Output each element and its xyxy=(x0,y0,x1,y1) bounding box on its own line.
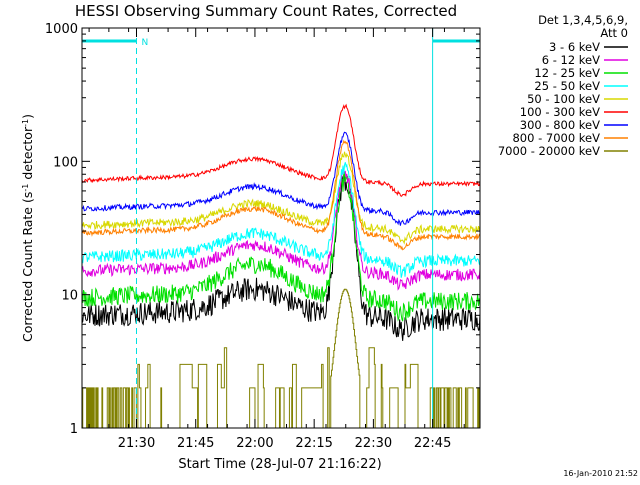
x-tick-label: 22:00 xyxy=(236,436,273,451)
series-line xyxy=(82,131,480,226)
x-tick-label: 21:45 xyxy=(177,436,214,451)
legend-label: 7000 - 20000 keV xyxy=(498,144,600,158)
series-line xyxy=(82,139,480,251)
legend-label: 300 - 800 keV xyxy=(520,118,600,132)
series-line xyxy=(82,171,480,322)
x-tick-label: 21:30 xyxy=(118,436,155,451)
y-axis-label: Corrected Count Rate (s-1 detector-1) xyxy=(20,114,35,342)
chart-title: HESSI Observing Summary Count Rates, Cor… xyxy=(75,2,457,20)
plot-frame xyxy=(81,27,481,429)
legend-label: 25 - 50 keV xyxy=(534,79,600,93)
y-axis-label-end: ) xyxy=(20,114,35,119)
y-tick-label: 1000 xyxy=(45,22,78,37)
series-line xyxy=(82,288,480,428)
series-line xyxy=(82,151,480,245)
y-axis-label-main: Corrected Count Rate (s xyxy=(20,192,35,342)
y-axis: 1 10 100 1000 xyxy=(45,22,480,437)
flag-label: N xyxy=(141,38,148,48)
y-tick-label: 10 xyxy=(61,289,78,304)
legend-label: 6 - 12 keV xyxy=(542,53,600,67)
x-axis-label: Start Time (28-Jul-07 21:16:22) xyxy=(178,457,381,472)
legend-label: 100 - 300 keV xyxy=(520,105,600,119)
series-line xyxy=(82,170,480,291)
y-axis-label-sup2: -1 xyxy=(21,119,30,127)
footer-date: 16-Jan-2010 21:52 xyxy=(563,469,638,478)
legend-label: 3 - 6 keV xyxy=(549,40,600,54)
series-line xyxy=(82,162,480,278)
legend-label: 50 - 100 keV xyxy=(527,92,600,106)
y-tick-label: 1 xyxy=(70,422,78,437)
legend-header-line1: Det 1,3,4,5,6,9, xyxy=(538,13,628,27)
x-tick-label: 22:15 xyxy=(295,436,332,451)
series-layer xyxy=(82,103,480,428)
legend-label: 12 - 25 keV xyxy=(534,66,600,80)
legend-header-line2: Att 0 xyxy=(600,26,628,40)
legend-label: 800 - 7000 keV xyxy=(512,131,600,145)
series-line xyxy=(82,174,480,341)
y-tick-label: 100 xyxy=(53,155,78,170)
y-axis-label-sup1: -1 xyxy=(21,184,30,192)
x-tick-label: 22:45 xyxy=(414,436,451,451)
x-axis: 21:30 21:45 22:00 22:15 22:30 22:45 xyxy=(88,28,465,451)
series-line xyxy=(82,103,480,197)
x-tick-label: 22:30 xyxy=(355,436,392,451)
y-axis-label-mid: detector xyxy=(20,126,35,184)
